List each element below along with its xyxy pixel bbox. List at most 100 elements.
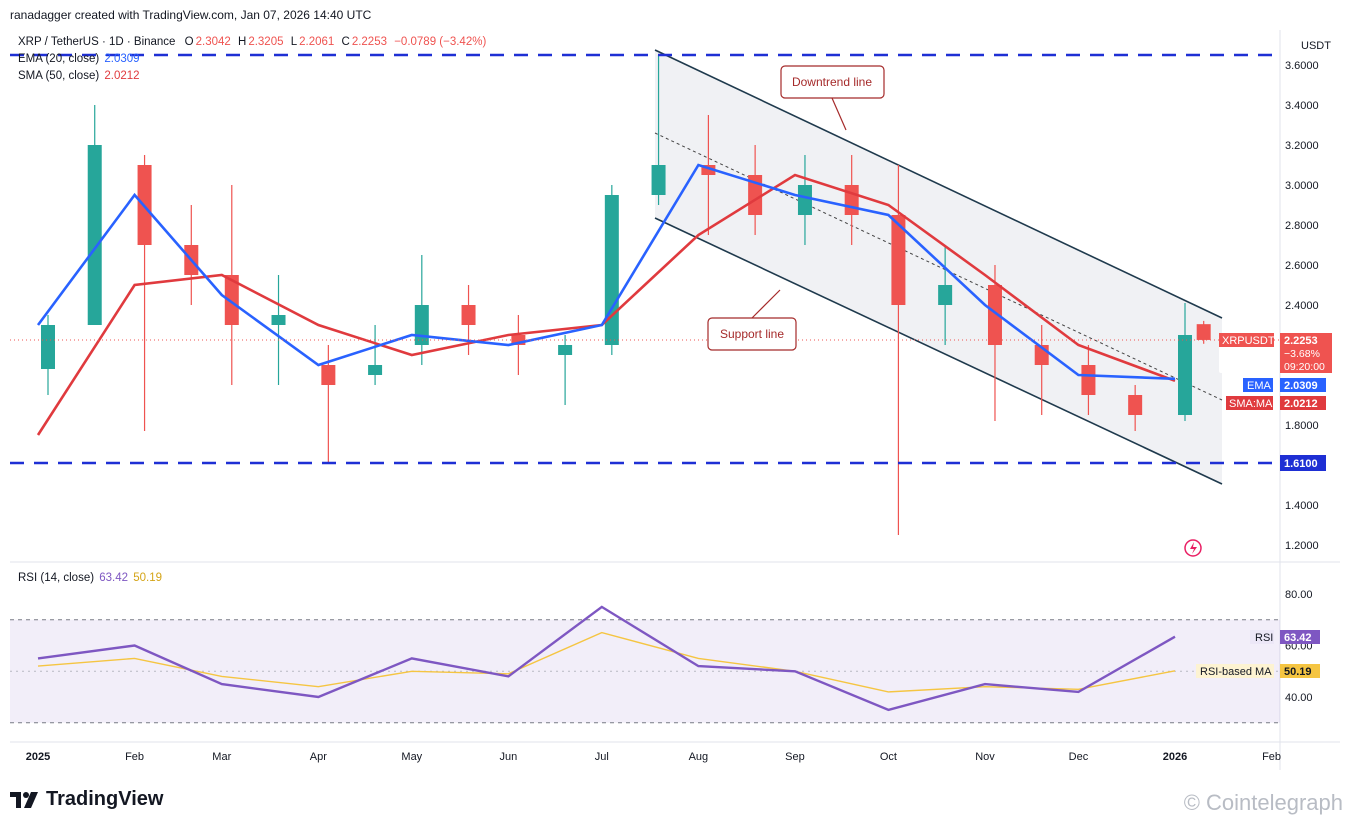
rsi-ma-tag: RSI-based MA [1200,666,1272,678]
annotations: Downtrend line Support line [707,65,1202,557]
open-value: 2.3042 [195,36,231,48]
rsi-legend-label: RSI (14, close) [18,572,95,584]
time-tick-label: Aug [689,751,709,763]
candles [41,55,1211,535]
rsi-legend[interactable]: RSI (14, close) 63.42 50.19 [18,572,162,584]
rsi-tag-bg [1250,630,1274,644]
time-tick-label: Mar [212,751,231,763]
candle-body [271,315,286,325]
price-tick-label: 1.2000 [1285,540,1319,552]
time-tick-label: 2026 [1163,751,1187,763]
time-tick-label: Apr [310,751,327,763]
time-tick-label: 2025 [26,751,50,763]
ema-legend-label: EMA (20, close) [18,53,100,65]
candle-body [87,145,102,325]
event-lightning-bolt [1190,542,1197,554]
price-tick-label: 3.0000 [1285,180,1319,192]
low-value: 2.2061 [299,36,335,48]
price-tick-label: 3.6000 [1285,60,1319,72]
support-callout-arrow [751,289,781,319]
candle-body [987,285,1002,345]
rsi-ma-line [37,631,1176,693]
high-value: 2.3205 [248,36,284,48]
candle-body [797,185,812,215]
badge-change: −3.68% [1284,348,1320,360]
change-value: −0.0789 (−3.42%) [394,36,487,48]
ema-tag-bg [1243,378,1273,392]
moving-averages [36,163,1176,436]
ema-tag: EMA [1247,380,1272,392]
price-badge-bg [1280,333,1332,373]
candle-body [844,185,859,215]
time-tick-label: Jul [595,751,609,763]
price-axis-currency: USDT [1301,40,1331,52]
candle-body [604,195,619,345]
candle-body [558,345,573,355]
badge-symbol-text: XRPUSDT [1222,335,1275,347]
rsi-legend-value: 63.42 [99,572,129,584]
candle-body [701,165,716,175]
candle-body [891,215,906,305]
time-tick-label: Feb [125,751,144,763]
candle-body [414,305,429,345]
time-tick-label: Oct [880,751,897,763]
rsi-band [10,619,1280,723]
ema-value-bg [1280,378,1326,392]
candle-body [651,165,666,195]
badge-price: 2.2253 [1284,335,1318,347]
level-badge-bg [1280,455,1326,471]
downtrend-line [654,49,1223,319]
candle-body [938,285,953,305]
price-tick-label: 1.8000 [1285,420,1319,432]
chart-credit: ranadagger created with TradingView.com,… [10,8,372,22]
candle-body [321,365,336,385]
ema-value-badge: 2.0309 [1284,380,1318,392]
rsi-ma-tag-bg [1196,664,1274,678]
badge-countdown: 09:20:00 [1284,361,1325,373]
candle-body [1196,324,1211,340]
rsi-ma-value-bg [1280,664,1320,678]
time-tick-label: Dec [1069,751,1089,763]
price-tick-label: 1.4000 [1285,500,1319,512]
candle-body [1128,395,1143,415]
ema-legend[interactable]: EMA (20, close) 2.0309 [18,53,140,65]
downtrend-callout-arrow [831,97,847,131]
high-label: H [238,36,247,48]
tradingview-brand: TradingView [46,788,164,810]
cointelegraph-watermark: © Cointelegraph [1183,790,1343,815]
low-label: L [290,36,298,48]
tradingview-logo[interactable]: TradingView [10,788,163,811]
price-tick-label: 2.4000 [1285,300,1319,312]
rsi-value-bg [1280,630,1320,644]
price-tick-label: 3.2000 [1285,140,1319,152]
sma-value-badge: 2.0212 [1284,398,1318,410]
level-badge: 1.6100 [1284,458,1318,470]
time-tick-label: Sep [785,751,805,763]
candle-body [1178,335,1192,415]
candle-body [224,275,239,325]
event-lightning-icon [1184,539,1202,557]
support-channel-line [654,217,1223,485]
candle-body [368,365,383,375]
close-label: C [341,36,350,48]
sma-value-bg [1280,396,1326,410]
ema-line [36,163,1176,381]
rsi-tick-label: 40.00 [1285,692,1313,704]
axes: USDT 3.6000 3.4000 3.2000 3.0000 2.8000 2.6000… [26,40,1331,763]
candle-body [41,325,55,369]
downtrend-callout-text: Downtrend line [792,75,872,89]
sma-legend-value: 2.0212 [104,70,140,82]
price-tick-label: 3.4000 [1285,100,1319,112]
open-label: O [184,36,194,48]
candle-body [461,305,476,325]
symbol-label[interactable]: XRP / TetherUS · 1D · Binance [18,36,176,48]
rsi-tag: RSI [1255,632,1273,644]
rsi-ma-value-badge: 50.19 [1284,666,1312,678]
rsi-pane [10,605,1280,724]
ema-legend-value: 2.0309 [104,53,140,65]
sma-legend[interactable]: SMA (50, close) 2.0212 [18,70,140,82]
price-tick-label: 2.6000 [1285,260,1319,272]
support-callout-text: Support line [720,327,784,341]
